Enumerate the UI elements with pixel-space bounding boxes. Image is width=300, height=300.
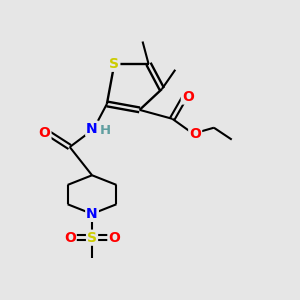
Text: O: O [38,126,50,140]
Text: N: N [86,207,98,221]
Text: N: N [86,122,98,136]
Text: O: O [189,127,201,141]
Text: O: O [108,231,120,245]
Text: S: S [109,57,119,71]
Text: O: O [64,231,76,245]
Text: O: O [182,89,194,103]
Text: H: H [100,124,111,137]
Text: S: S [87,231,97,245]
